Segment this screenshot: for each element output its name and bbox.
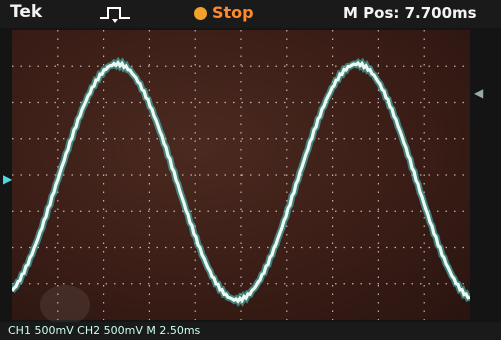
status-bar: Tek Stop M Pos: 7.700ms xyxy=(0,0,501,28)
waveform-trace xyxy=(12,59,470,304)
arrow-left-icon: ◀ xyxy=(474,86,484,100)
waveform-display xyxy=(12,30,470,320)
brand-label: Tek xyxy=(10,2,43,22)
pulse-icon xyxy=(100,7,130,23)
stop-indicator-icon xyxy=(194,7,207,20)
channel-info-bar: CH1 500mV CH2 500mV M 2.50ms xyxy=(0,322,501,340)
graticule xyxy=(12,30,470,320)
horizontal-position-readout: M Pos: 7.700ms xyxy=(343,4,477,22)
run-state-label: Stop xyxy=(212,3,254,22)
screen-glare xyxy=(40,285,90,325)
arrow-right-icon: ▶ xyxy=(3,172,13,186)
